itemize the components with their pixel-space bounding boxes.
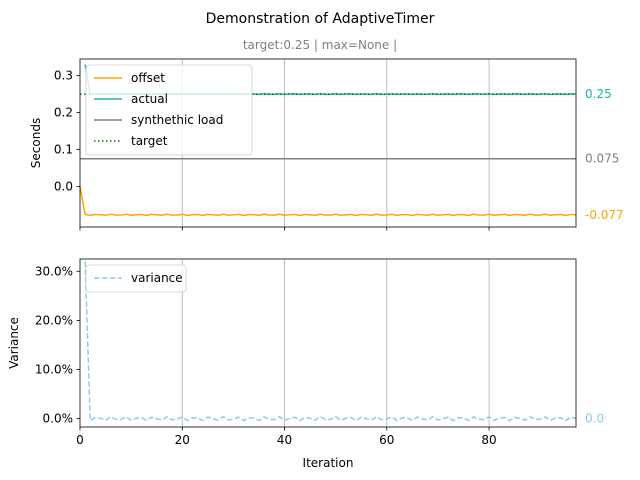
- axes-1: 0.0 0.1 0.2 0.3 Seconds 0.25 0.075 -0.077 offset…: [29, 58, 624, 231]
- series-line-variance: [84, 261, 577, 422]
- y-tick-label: 30.0%: [35, 264, 73, 278]
- y-tick-label: 0.1: [54, 142, 73, 156]
- legend-label: actual: [131, 92, 168, 106]
- y-tick-label: 0.0%: [43, 412, 74, 426]
- chart-title: Demonstration of AdaptiveTimer: [206, 11, 435, 27]
- end-value-label: 0.0: [585, 412, 604, 426]
- legend-label: target: [131, 134, 168, 148]
- end-value-label: 0.25: [585, 87, 612, 101]
- legend-label: synthethic load: [131, 113, 223, 127]
- end-value-label: -0.077: [585, 208, 624, 222]
- axes-2: 0.0% 10.0% 20.0% 30.0% 0 20 40 60 80 Variance Iter…: [7, 258, 604, 470]
- legend: offset actual synthethic load target: [85, 64, 253, 156]
- legend-label: offset: [131, 71, 165, 85]
- x-tick-label: 0: [76, 433, 84, 447]
- y-tick-label: 0.2: [54, 106, 73, 120]
- legend: variance: [85, 264, 187, 293]
- y-tick-label: 20.0%: [35, 313, 73, 327]
- series-line-offset: [79, 186, 577, 217]
- x-axis-label: Iteration: [303, 456, 354, 470]
- legend-label: variance: [131, 271, 183, 285]
- chart-subtitle: target:0.25 | max=None |: [243, 38, 397, 52]
- y-tick-label: 0.3: [54, 69, 73, 83]
- y-axis-label: Variance: [7, 317, 21, 369]
- x-tick-label: 20: [175, 433, 190, 447]
- x-tick-label: 60: [379, 433, 394, 447]
- x-tick-label: 80: [481, 433, 496, 447]
- axes-frame: [79, 258, 577, 428]
- y-axis-label: Seconds: [29, 118, 43, 168]
- legend-frame: [85, 64, 253, 156]
- x-tick-label: 40: [277, 433, 292, 447]
- legend-frame: [85, 264, 187, 293]
- end-value-label: 0.075: [585, 152, 619, 166]
- y-tick-label: 0.0: [54, 179, 73, 193]
- axes-frame: [79, 58, 577, 228]
- y-tick-label: 10.0%: [35, 363, 73, 377]
